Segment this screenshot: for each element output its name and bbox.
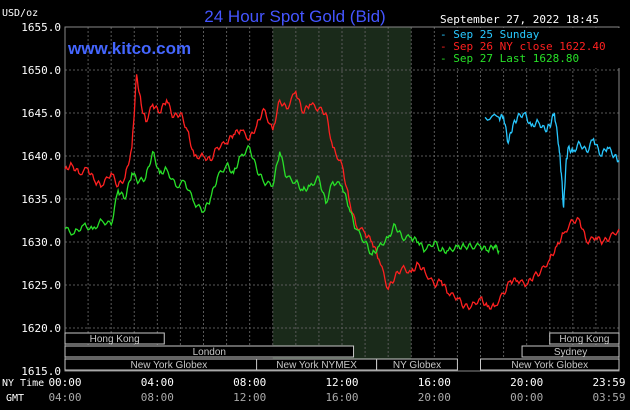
session-label: New York Globex (511, 360, 588, 371)
x-tick-label-gmt: 08:00 (141, 391, 174, 404)
series-line-2 (64, 74, 620, 311)
session-bar (64, 332, 165, 345)
y-tick-label: 1655.0 (21, 21, 61, 34)
x-axis-label-ny: NY Time (2, 378, 44, 389)
x-tick-label-ny: 08:00 (233, 376, 266, 389)
x-tick-label-ny: 20:00 (510, 376, 543, 389)
session-bar (549, 332, 620, 345)
x-tick-label-gmt: 00:00 (510, 391, 543, 404)
legend-item-sep26: - Sep 26 NY close 1622.40 (440, 40, 606, 53)
x-tick-label-ny: 23:59 (592, 376, 625, 389)
series-layer (64, 74, 620, 311)
x-axis-label-gmt: GMT (6, 393, 24, 404)
x-tick-label-gmt: 04:00 (48, 391, 81, 404)
session-label: New York NYMEX (276, 360, 357, 371)
session-bar (376, 358, 458, 371)
y-tick-label: 1635.0 (21, 193, 61, 206)
y-unit-label: USD/oz (2, 8, 38, 19)
session-bar (480, 358, 620, 371)
y-tick-label: 1640.0 (21, 150, 61, 163)
session-label: Hong Kong (90, 334, 140, 345)
session-label: Hong Kong (559, 334, 609, 345)
session-label: Sydney (554, 347, 587, 358)
y-tick-label: 1645.0 (21, 107, 61, 120)
session-bar (64, 345, 355, 358)
chart-title: 24 Hour Spot Gold (Bid) (204, 7, 385, 26)
legend-box (438, 28, 620, 68)
axis-layer: 1655.0 1650.0 1645.0 1640.0 1635.0 1630.0 1625… (21, 21, 625, 404)
session-label: London (193, 347, 226, 358)
x-tick-label-gmt: 20:00 (418, 391, 451, 404)
x-tick-label-ny: 04:00 (141, 376, 174, 389)
kitco-watermark: www.kitco.com (67, 39, 191, 58)
session-bar (521, 345, 620, 358)
x-tick-label-ny: 12:00 (325, 376, 358, 389)
series-line-3 (64, 144, 500, 257)
timestamp: September 27, 2022 18:45 (440, 13, 599, 26)
session-layer: Hong Kong London New York Globex New York N… (64, 332, 620, 371)
session-label: New York Globex (131, 360, 208, 371)
grid-layer (64, 26, 620, 372)
y-tick-label: 1630.0 (21, 236, 61, 249)
series-line-1 (484, 111, 620, 208)
x-tick-label-ny: 16:00 (418, 376, 451, 389)
y-tick-label: 1650.0 (21, 64, 61, 77)
x-tick-label-ny: 00:00 (48, 376, 81, 389)
y-tick-label: 1625.0 (21, 279, 61, 292)
session-label: NY Globex (393, 360, 441, 371)
legend-item-sep25: - Sep 25 Sunday (440, 28, 540, 41)
x-tick-label-gmt: 12:00 (233, 391, 266, 404)
plot-frame (64, 26, 620, 372)
legend-item-sep27: - Sep 27 Last 1628.80 (440, 52, 579, 65)
x-tick-label-gmt: 16:00 (325, 391, 358, 404)
y-tick-label: 1615.0 (21, 365, 61, 378)
y-tick-label: 1620.0 (21, 322, 61, 335)
x-tick-label-gmt: 03:59 (592, 391, 625, 404)
